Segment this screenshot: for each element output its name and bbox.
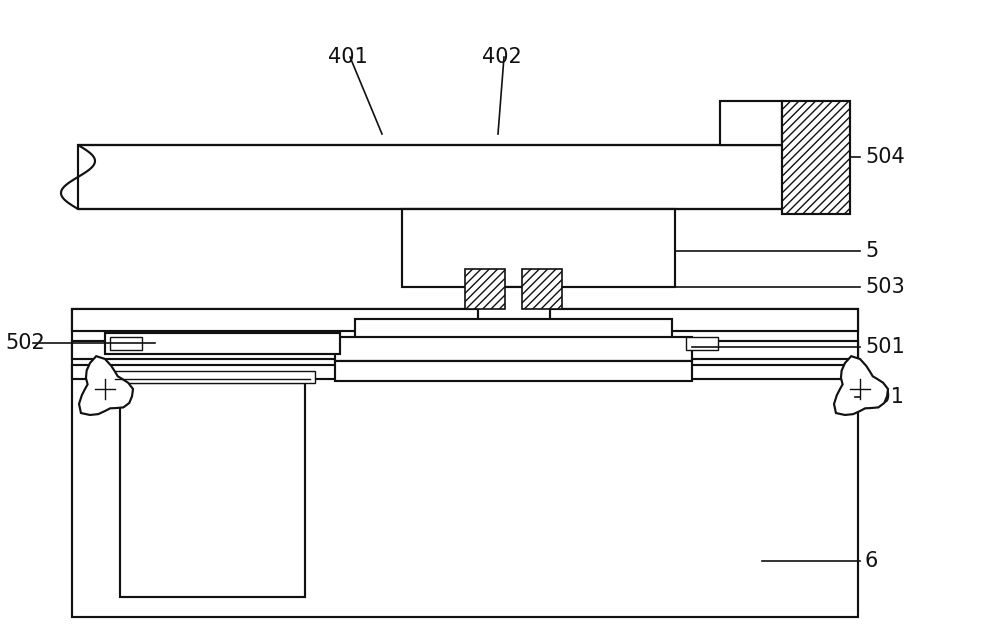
Bar — [402, 209, 675, 287]
Text: 401: 401 — [328, 47, 368, 67]
Bar — [335, 337, 692, 361]
Bar — [782, 101, 850, 214]
Bar — [78, 145, 812, 209]
Bar — [720, 101, 782, 145]
Bar — [72, 309, 858, 617]
Polygon shape — [79, 356, 133, 415]
Text: 503: 503 — [865, 277, 905, 297]
Bar — [72, 365, 858, 379]
Text: 5: 5 — [865, 241, 878, 261]
Bar — [465, 269, 505, 309]
Bar — [522, 269, 562, 309]
Bar — [72, 309, 858, 331]
Text: 501: 501 — [865, 337, 905, 357]
Text: 601: 601 — [865, 387, 905, 407]
Bar — [355, 319, 672, 339]
Bar — [105, 333, 340, 354]
Bar — [120, 383, 305, 597]
Bar — [72, 341, 858, 359]
Text: 502: 502 — [5, 333, 45, 353]
Text: 6: 6 — [865, 551, 878, 571]
Bar — [110, 337, 142, 350]
Bar — [478, 287, 550, 337]
Text: 402: 402 — [482, 47, 522, 67]
Bar — [686, 337, 718, 350]
Text: 504: 504 — [865, 147, 905, 167]
Polygon shape — [834, 356, 888, 415]
Bar — [110, 371, 315, 383]
Bar — [335, 361, 692, 381]
